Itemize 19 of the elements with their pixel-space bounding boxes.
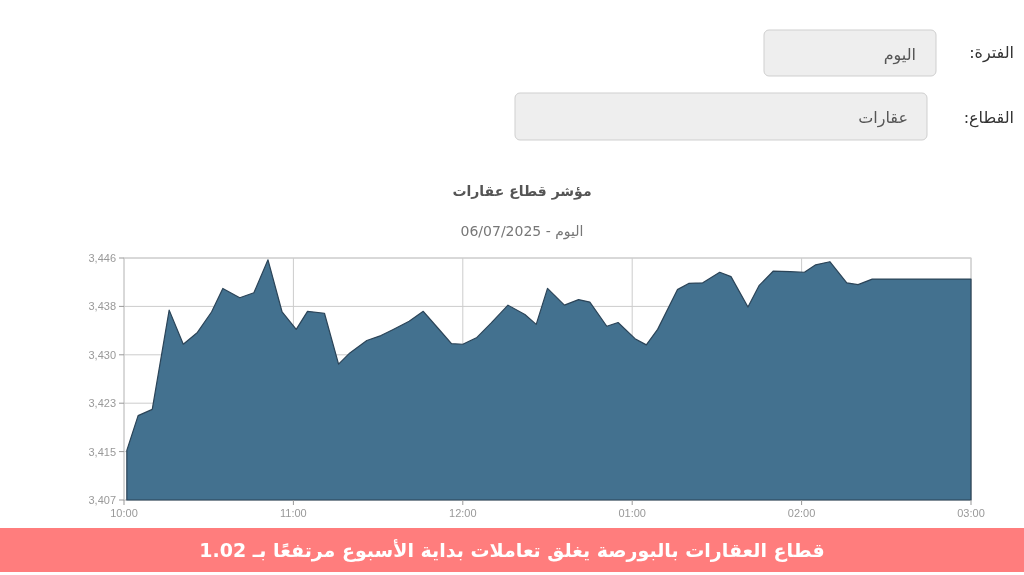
- x-tick-label: 10:00: [110, 507, 138, 519]
- y-tick-label: 3,430: [88, 348, 116, 361]
- y-tick-label: 3,438: [88, 300, 116, 313]
- y-tick-label: 3,446: [88, 252, 116, 264]
- text: اليوم: [883, 45, 916, 65]
- x-tick-label: 03:00: [957, 507, 985, 519]
- x-tick-label: 02:00: [787, 507, 816, 519]
- x-tick-label: 11:00: [280, 507, 307, 519]
- chart-subtitle: اليوم - 06/07/2025: [460, 223, 584, 240]
- x-tick-label: 12:00: [449, 507, 477, 519]
- y-tick-label: 3,423: [88, 397, 116, 410]
- text: قطاع العقارات بالبورصة يغلق تعاملات بداية الأسبوع مرتفعًا بـ 1.02: [199, 539, 825, 562]
- text: عقارات: [858, 108, 908, 128]
- x-tick-label: 01:00: [618, 507, 646, 519]
- y-tick-label: 3,415: [88, 445, 116, 458]
- y-tick-label: 3,407: [88, 494, 116, 506]
- chart-title: مؤشر قطاع عقارات: [452, 183, 592, 200]
- text: القطاع:: [963, 108, 1014, 128]
- text: الفترة:: [969, 43, 1014, 63]
